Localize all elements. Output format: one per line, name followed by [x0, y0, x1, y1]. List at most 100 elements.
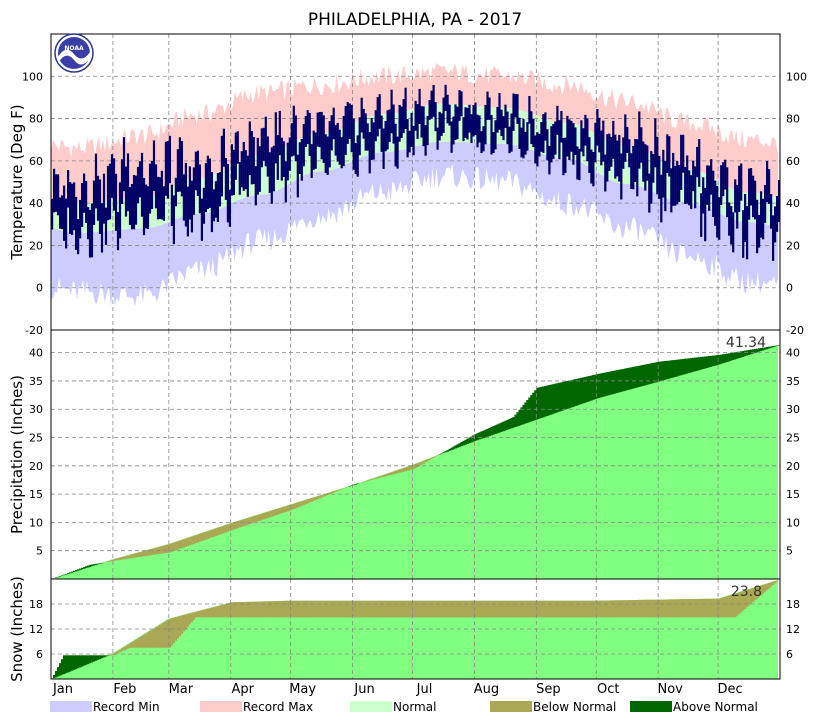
snow-departure-below — [378, 600, 381, 618]
observed-temperature-bar — [774, 206, 777, 243]
precipitation-departure-above — [356, 483, 359, 484]
snow-departure-below — [220, 605, 224, 618]
observed-temperature-bar — [128, 187, 132, 225]
precipitation-departure-above — [63, 574, 66, 576]
precipitation-departure-above — [644, 364, 647, 386]
precipitation-departure-above — [506, 419, 509, 430]
observed-temperature-bar — [482, 126, 485, 152]
observed-temperature-bar — [756, 199, 759, 254]
observed-temperature-bar — [236, 131, 239, 164]
snow-departure-below — [730, 594, 733, 618]
observed-temperature-bar — [100, 203, 104, 253]
snow-departure-below — [610, 600, 613, 618]
precipitation-departure-above — [646, 364, 649, 385]
snow-departure-below — [230, 602, 234, 618]
precipitation-departure-below — [304, 500, 307, 505]
snow-departure-below — [386, 600, 389, 618]
observed-temperature-bar — [176, 149, 179, 192]
observed-temperature-bar — [73, 182, 76, 231]
precipitation-departure-above — [88, 564, 92, 567]
snow-departure-below — [534, 600, 537, 618]
observed-temperature-bar — [334, 125, 337, 156]
snow-departure-below — [306, 600, 309, 618]
observed-temperature-bar — [376, 97, 379, 137]
observed-temperature-bar — [424, 125, 427, 156]
y-tick-left: 60 — [29, 155, 43, 168]
snow-departure-below — [342, 600, 345, 618]
observed-temperature-bar — [670, 168, 673, 213]
observed-temperature-bar — [222, 128, 225, 167]
precipitation-departure-above — [682, 359, 685, 375]
snow-departure-below — [240, 602, 243, 618]
snow-departure-below — [728, 595, 731, 618]
precipitation-departure-above — [452, 446, 455, 450]
observed-temperature-bar — [230, 144, 233, 196]
snow-departure-below — [658, 599, 661, 618]
precipitation-departure-above — [528, 397, 531, 423]
noaa-logo-icon: NOAA — [54, 33, 94, 73]
observed-temperature-bar — [210, 172, 213, 233]
snow-departure-above — [83, 655, 86, 666]
observed-temperature-bar — [166, 141, 169, 199]
month-tick-label: Feb — [113, 682, 136, 697]
snow-departure-below — [596, 600, 599, 618]
snow-departure-below — [404, 600, 407, 618]
precipitation-departure-above — [730, 352, 733, 361]
observed-temperature-bar — [582, 128, 585, 157]
observed-temperature-bar — [204, 163, 207, 213]
precipitation-departure-above — [602, 372, 605, 397]
snow-departure-below — [118, 649, 122, 653]
observed-temperature-bar — [262, 127, 265, 161]
snow-departure-below — [570, 600, 573, 618]
snow-departure-below — [550, 600, 553, 618]
snow-departure-below — [576, 600, 579, 618]
snow-departure-below — [472, 600, 475, 618]
observed-temperature-bar — [682, 134, 685, 173]
observed-temperature-bar — [228, 189, 231, 227]
precipitation-departure-below — [198, 533, 202, 542]
observed-temperature-bar — [688, 170, 691, 206]
snow-departure-below — [574, 600, 577, 618]
observed-temperature-bar — [732, 212, 735, 253]
snow-departure-below — [498, 600, 501, 618]
observed-temperature-bar — [336, 122, 339, 162]
precipitation-departure-above — [582, 377, 585, 404]
observed-temperature-bar — [742, 210, 745, 258]
snow-departure-below — [672, 599, 675, 618]
observed-temperature-bar — [398, 104, 401, 142]
observed-temperature-bar — [284, 161, 287, 203]
snow-departure-below — [312, 600, 315, 618]
observed-temperature-bar — [604, 154, 607, 192]
observed-temperature-bar — [772, 215, 775, 261]
observed-temperature-bar — [454, 104, 457, 140]
snow-departure-below — [274, 601, 277, 618]
snow-departure-below — [336, 600, 339, 618]
precipitation-departure-above — [448, 448, 451, 451]
observed-temperature-bar — [452, 116, 455, 145]
snow-departure-below — [604, 600, 607, 618]
observed-temperature-bar — [348, 103, 351, 139]
observed-temperature-bar — [494, 120, 497, 150]
precipitation-departure-below — [416, 463, 419, 467]
precipitation-departure-above — [79, 568, 82, 571]
snow-departure-below — [606, 600, 609, 618]
observed-temperature-bar — [342, 116, 345, 167]
snow-departure-below — [680, 599, 683, 618]
precipitation-departure-below — [310, 498, 313, 502]
precipitation-departure-above — [59, 576, 62, 577]
observed-temperature-bar — [81, 183, 84, 227]
observed-temperature-bar — [622, 137, 625, 169]
snow-departure-below — [578, 600, 581, 618]
observed-temperature-bar — [422, 106, 425, 147]
month-tick-label: May — [289, 682, 316, 697]
observed-temperature-bar — [498, 93, 501, 130]
snow-departure-below — [688, 599, 691, 618]
snow-departure-below — [168, 618, 172, 648]
observed-temperature-bar — [758, 214, 761, 248]
snow-departure-below — [288, 600, 291, 618]
snow-departure-below — [186, 613, 190, 627]
precipitation-departure-above — [736, 351, 739, 359]
snow-departure-below — [684, 599, 687, 618]
observed-temperature-bar — [626, 126, 629, 153]
observed-temperature-bar — [574, 127, 577, 155]
